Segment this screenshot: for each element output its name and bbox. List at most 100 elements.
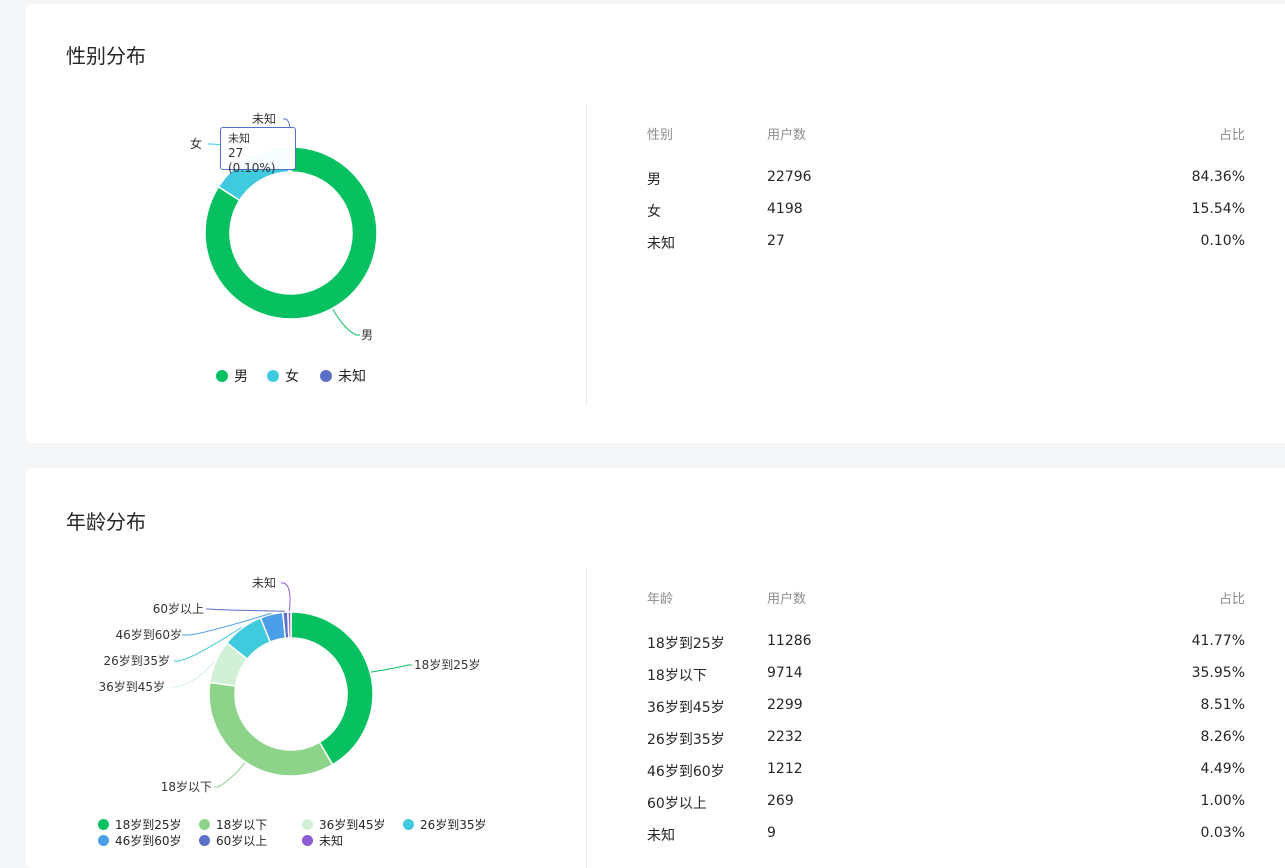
slice-label: 36岁到45岁 xyxy=(98,679,165,694)
legend-item[interactable]: 未知 xyxy=(320,366,366,386)
gender-stats-table: 性别 用户数 占比 男 22796 84.36% 女 4198 15.54% 未… xyxy=(647,124,1245,265)
label-leader-line xyxy=(174,626,242,662)
legend-dot-icon xyxy=(320,370,332,382)
legend-dot-icon xyxy=(302,835,313,846)
label-leader-line xyxy=(172,660,216,688)
legend-dot-icon xyxy=(98,835,109,846)
header-users: 用户数 xyxy=(767,128,807,143)
slice-label: 男 xyxy=(361,328,373,342)
slice-label: 26岁到35岁 xyxy=(103,653,170,668)
row-label: 未知 xyxy=(647,828,675,844)
row-label: 60岁以上 xyxy=(647,796,707,812)
legend-label: 46岁到60岁 xyxy=(115,834,182,848)
row-label: 未知 xyxy=(647,236,675,252)
table-row: 46岁到60岁 1212 4.49% xyxy=(647,761,1245,793)
table-row: 未知 27 0.10% xyxy=(647,233,1245,265)
row-pct: 0.10% xyxy=(1200,233,1245,249)
slice-label: 未知 xyxy=(252,576,276,590)
row-label: 18岁到25岁 xyxy=(647,636,725,652)
gender-title: 性别分布 xyxy=(66,44,146,68)
donut-slice-1[interactable] xyxy=(208,681,334,777)
row-count: 4198 xyxy=(767,201,803,217)
table-row: 男 22796 84.36% xyxy=(647,169,1245,201)
row-pct: 35.95% xyxy=(1191,665,1245,681)
header-users: 用户数 xyxy=(767,592,807,607)
row-pct: 8.26% xyxy=(1200,729,1245,745)
gender-card: 性别分布 男女未知 未知 27 (0.10%) 男女未知 性别 用户数 占比 男… xyxy=(26,4,1285,443)
header-ratio: 占比 xyxy=(1218,128,1245,143)
row-count: 1212 xyxy=(767,761,803,777)
gender-table-header: 性别 用户数 占比 xyxy=(647,124,1245,169)
header-age: 年龄 xyxy=(647,592,674,607)
gender-donut-chart: 男 女 未知 xyxy=(190,112,378,342)
age-table-header: 年龄 用户数 占比 xyxy=(647,588,1245,633)
label-leader-line xyxy=(332,309,360,336)
row-label: 26岁到35岁 xyxy=(647,732,725,748)
legend-item[interactable]: 女 xyxy=(267,366,299,386)
tooltip-name: 未知 xyxy=(228,132,250,145)
table-row: 未知 9 0.03% xyxy=(647,825,1245,857)
legend-item[interactable]: 18岁到25岁 xyxy=(98,816,182,833)
legend-item[interactable]: 未知 xyxy=(302,832,343,849)
row-count: 2299 xyxy=(767,697,803,713)
legend-dot-icon xyxy=(302,819,313,830)
row-label: 女 xyxy=(647,204,661,220)
legend-dot-icon xyxy=(216,370,228,382)
row-count: 9714 xyxy=(767,665,803,681)
row-label: 18岁以下 xyxy=(647,668,707,684)
legend-dot-icon xyxy=(98,819,109,830)
header-ratio: 占比 xyxy=(1218,592,1245,607)
legend-dot-icon xyxy=(199,819,210,830)
legend-item[interactable]: 26岁到35岁 xyxy=(403,816,487,833)
slice-label: 18岁到25岁 xyxy=(414,657,481,672)
tooltip-value: 27 (0.10%) xyxy=(228,146,276,175)
row-pct: 0.03% xyxy=(1200,825,1245,841)
donut-slice-0[interactable] xyxy=(204,146,378,320)
age-stats-table: 年龄 用户数 占比 18岁到25岁 11286 41.77% 18岁以下 971… xyxy=(647,588,1245,857)
table-row: 60岁以上 269 1.00% xyxy=(647,793,1245,825)
row-pct: 4.49% xyxy=(1200,761,1245,777)
donut-slice-0[interactable] xyxy=(290,611,374,766)
donut-slice-6[interactable] xyxy=(287,611,292,639)
slice-label: 60岁以上 xyxy=(153,601,204,616)
slice-label: 18岁以下 xyxy=(161,779,212,794)
table-row: 36岁到45岁 2299 8.51% xyxy=(647,697,1245,729)
legend-item[interactable]: 46岁到60岁 xyxy=(98,832,182,849)
row-count: 2232 xyxy=(767,729,803,745)
legend-dot-icon xyxy=(199,835,210,846)
row-pct: 41.77% xyxy=(1191,633,1245,649)
legend-item[interactable]: 18岁以下 xyxy=(199,816,267,833)
row-pct: 15.54% xyxy=(1191,201,1245,217)
label-leader-line xyxy=(206,608,286,612)
gender-tooltip: 未知 27 (0.10%) xyxy=(220,127,296,175)
row-label: 46岁到60岁 xyxy=(647,764,725,780)
legend-dot-icon xyxy=(267,370,279,382)
row-count: 9 xyxy=(767,825,776,841)
slice-label: 46岁到60岁 xyxy=(115,627,182,642)
row-count: 269 xyxy=(767,793,794,809)
slice-label: 未知 xyxy=(252,112,276,126)
row-count: 27 xyxy=(767,233,785,249)
gender-divider xyxy=(586,104,587,404)
label-leader-line xyxy=(281,582,291,612)
row-count: 22796 xyxy=(767,169,812,185)
label-leader-line xyxy=(182,612,272,636)
legend-item[interactable]: 60岁以上 xyxy=(199,832,267,849)
table-row: 18岁以下 9714 35.95% xyxy=(647,665,1245,697)
row-count: 11286 xyxy=(767,633,812,649)
legend-label: 18岁以下 xyxy=(216,818,268,832)
legend-label: 18岁到25岁 xyxy=(115,818,182,832)
age-title: 年龄分布 xyxy=(66,510,146,534)
row-pct: 8.51% xyxy=(1200,697,1245,713)
age-donut-chart: 18岁到25岁 18岁以下 36岁到45岁 26岁到35岁 46岁到60岁 60岁以上 未知 xyxy=(98,576,481,794)
row-pct: 84.36% xyxy=(1191,169,1245,185)
slice-label: 女 xyxy=(190,136,202,151)
legend-item[interactable]: 36岁到45岁 xyxy=(302,816,386,833)
legend-item[interactable]: 男 xyxy=(216,366,248,386)
age-divider xyxy=(586,568,587,868)
legend-label: 未知 xyxy=(319,834,344,848)
legend-label: 36岁到45岁 xyxy=(319,818,386,832)
table-row: 女 4198 15.54% xyxy=(647,201,1245,233)
table-row: 26岁到35岁 2232 8.26% xyxy=(647,729,1245,761)
row-label: 36岁到45岁 xyxy=(647,700,725,716)
